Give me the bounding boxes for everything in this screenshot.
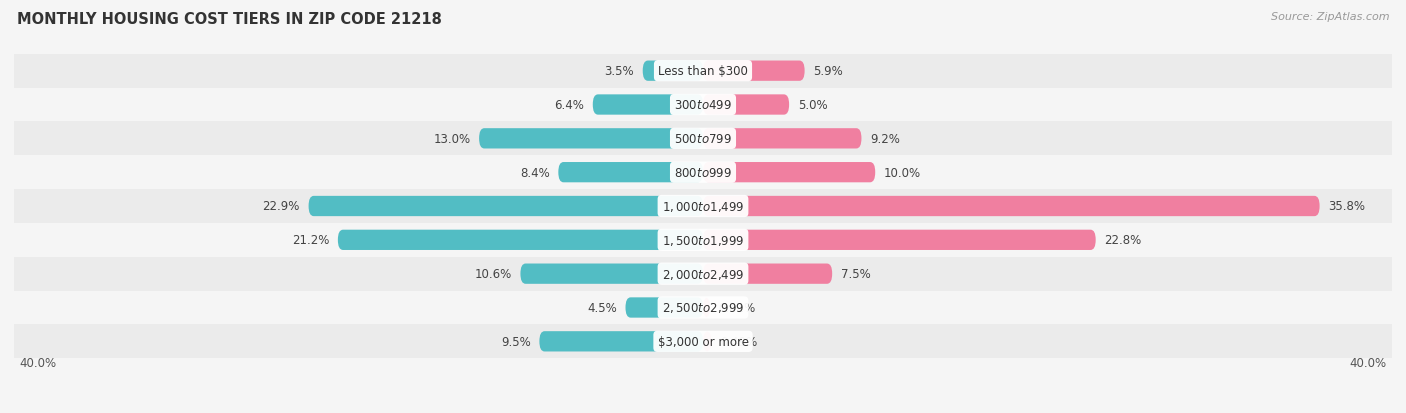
Bar — [14, 223, 1392, 257]
Text: 6.4%: 6.4% — [554, 99, 583, 112]
Text: 35.8%: 35.8% — [1329, 200, 1365, 213]
Text: Source: ZipAtlas.com: Source: ZipAtlas.com — [1271, 12, 1389, 22]
FancyBboxPatch shape — [558, 163, 703, 183]
Text: $300 to $499: $300 to $499 — [673, 99, 733, 112]
Bar — [14, 325, 1392, 358]
Bar — [14, 291, 1392, 325]
Text: 4.5%: 4.5% — [588, 301, 617, 314]
Bar — [14, 88, 1392, 122]
FancyBboxPatch shape — [643, 62, 703, 82]
Text: 40.0%: 40.0% — [20, 356, 56, 369]
FancyBboxPatch shape — [308, 196, 703, 217]
Text: 5.9%: 5.9% — [813, 65, 844, 78]
Text: 40.0%: 40.0% — [1350, 356, 1386, 369]
Text: MONTHLY HOUSING COST TIERS IN ZIP CODE 21218: MONTHLY HOUSING COST TIERS IN ZIP CODE 2… — [17, 12, 441, 27]
Bar — [14, 55, 1392, 88]
Text: 22.9%: 22.9% — [263, 200, 299, 213]
FancyBboxPatch shape — [479, 129, 703, 149]
Bar — [14, 190, 1392, 223]
Text: Less than $300: Less than $300 — [658, 65, 748, 78]
Text: 10.6%: 10.6% — [475, 268, 512, 280]
Text: $2,000 to $2,499: $2,000 to $2,499 — [662, 267, 744, 281]
Text: 8.4%: 8.4% — [520, 166, 550, 179]
FancyBboxPatch shape — [520, 264, 703, 284]
Text: 13.0%: 13.0% — [433, 133, 471, 145]
FancyBboxPatch shape — [703, 129, 862, 149]
FancyBboxPatch shape — [593, 95, 703, 115]
FancyBboxPatch shape — [703, 230, 1095, 250]
FancyBboxPatch shape — [703, 196, 1320, 217]
Text: 21.2%: 21.2% — [292, 234, 329, 247]
Text: 22.8%: 22.8% — [1104, 234, 1142, 247]
FancyBboxPatch shape — [703, 298, 710, 318]
FancyBboxPatch shape — [703, 95, 789, 115]
Text: $800 to $999: $800 to $999 — [673, 166, 733, 179]
Text: 0.49%: 0.49% — [720, 335, 758, 348]
FancyBboxPatch shape — [626, 298, 703, 318]
Text: 3.5%: 3.5% — [605, 65, 634, 78]
Text: $3,000 or more: $3,000 or more — [658, 335, 748, 348]
Text: 0.41%: 0.41% — [718, 301, 756, 314]
FancyBboxPatch shape — [540, 331, 703, 351]
Text: $1,500 to $1,999: $1,500 to $1,999 — [662, 233, 744, 247]
Text: 10.0%: 10.0% — [884, 166, 921, 179]
FancyBboxPatch shape — [337, 230, 703, 250]
FancyBboxPatch shape — [703, 62, 804, 82]
Text: 9.2%: 9.2% — [870, 133, 900, 145]
Bar — [14, 122, 1392, 156]
Text: 7.5%: 7.5% — [841, 268, 870, 280]
FancyBboxPatch shape — [703, 331, 711, 351]
Text: $1,000 to $1,499: $1,000 to $1,499 — [662, 199, 744, 214]
Text: 9.5%: 9.5% — [501, 335, 531, 348]
Bar — [14, 156, 1392, 190]
Text: 5.0%: 5.0% — [797, 99, 827, 112]
FancyBboxPatch shape — [703, 163, 875, 183]
Text: $2,500 to $2,999: $2,500 to $2,999 — [662, 301, 744, 315]
FancyBboxPatch shape — [703, 264, 832, 284]
Text: $500 to $799: $500 to $799 — [673, 133, 733, 145]
Bar — [14, 257, 1392, 291]
